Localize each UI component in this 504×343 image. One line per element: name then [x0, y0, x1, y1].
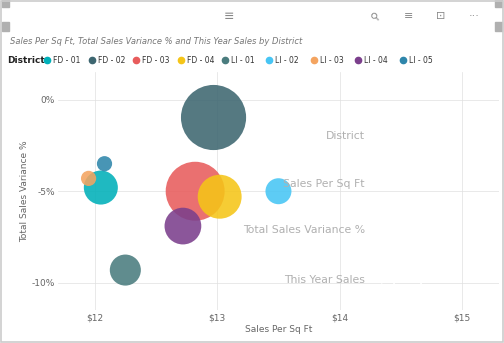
Text: LI - 04: LI - 04 [364, 56, 388, 64]
Text: LI - 02: LI - 02 [276, 56, 299, 64]
Text: FD - 04: FD - 04 [186, 56, 214, 64]
Text: LI - 03: LI - 03 [320, 56, 344, 64]
Point [100, 161, 108, 166]
Point [191, 189, 199, 194]
Point [274, 189, 282, 194]
Bar [2, 22, 9, 31]
Text: FD - 02: FD - 02 [377, 131, 421, 141]
Text: District: District [326, 131, 365, 141]
Text: $3,717,414: $3,717,414 [377, 275, 446, 285]
Text: ⚲: ⚲ [369, 10, 382, 22]
Text: -0.98 %: -0.98 % [377, 225, 423, 235]
Point [85, 176, 93, 181]
Point [97, 185, 105, 190]
Text: $12.97: $12.97 [377, 179, 419, 189]
Bar [495, 0, 502, 7]
Text: FD - 01: FD - 01 [53, 56, 81, 64]
Text: FD - 02: FD - 02 [98, 56, 125, 64]
Text: LI - 01: LI - 01 [231, 56, 255, 64]
Point [121, 267, 130, 273]
Bar [2, 0, 9, 7]
X-axis label: Sales Per Sq Ft: Sales Per Sq Ft [245, 325, 312, 334]
Text: ≡: ≡ [404, 11, 413, 21]
Point [216, 194, 224, 200]
Y-axis label: Total Sales Variance %: Total Sales Variance % [20, 140, 29, 242]
Point [210, 115, 218, 120]
Text: FD - 03: FD - 03 [142, 56, 170, 64]
Point [179, 223, 187, 229]
Text: This Year Sales: This Year Sales [284, 275, 365, 285]
Bar [495, 22, 502, 31]
Text: District: District [8, 56, 45, 64]
Text: Sales Per Sq Ft, Total Sales Variance % and This Year Sales by District: Sales Per Sq Ft, Total Sales Variance % … [10, 37, 302, 46]
Text: ≡: ≡ [224, 10, 234, 23]
Text: Sales Per Sq Ft: Sales Per Sq Ft [283, 179, 365, 189]
Text: LI - 05: LI - 05 [409, 56, 432, 64]
Text: ⊡: ⊡ [436, 11, 446, 21]
Text: ···: ··· [468, 11, 479, 21]
Text: Total Sales Variance %: Total Sales Variance % [242, 225, 365, 235]
